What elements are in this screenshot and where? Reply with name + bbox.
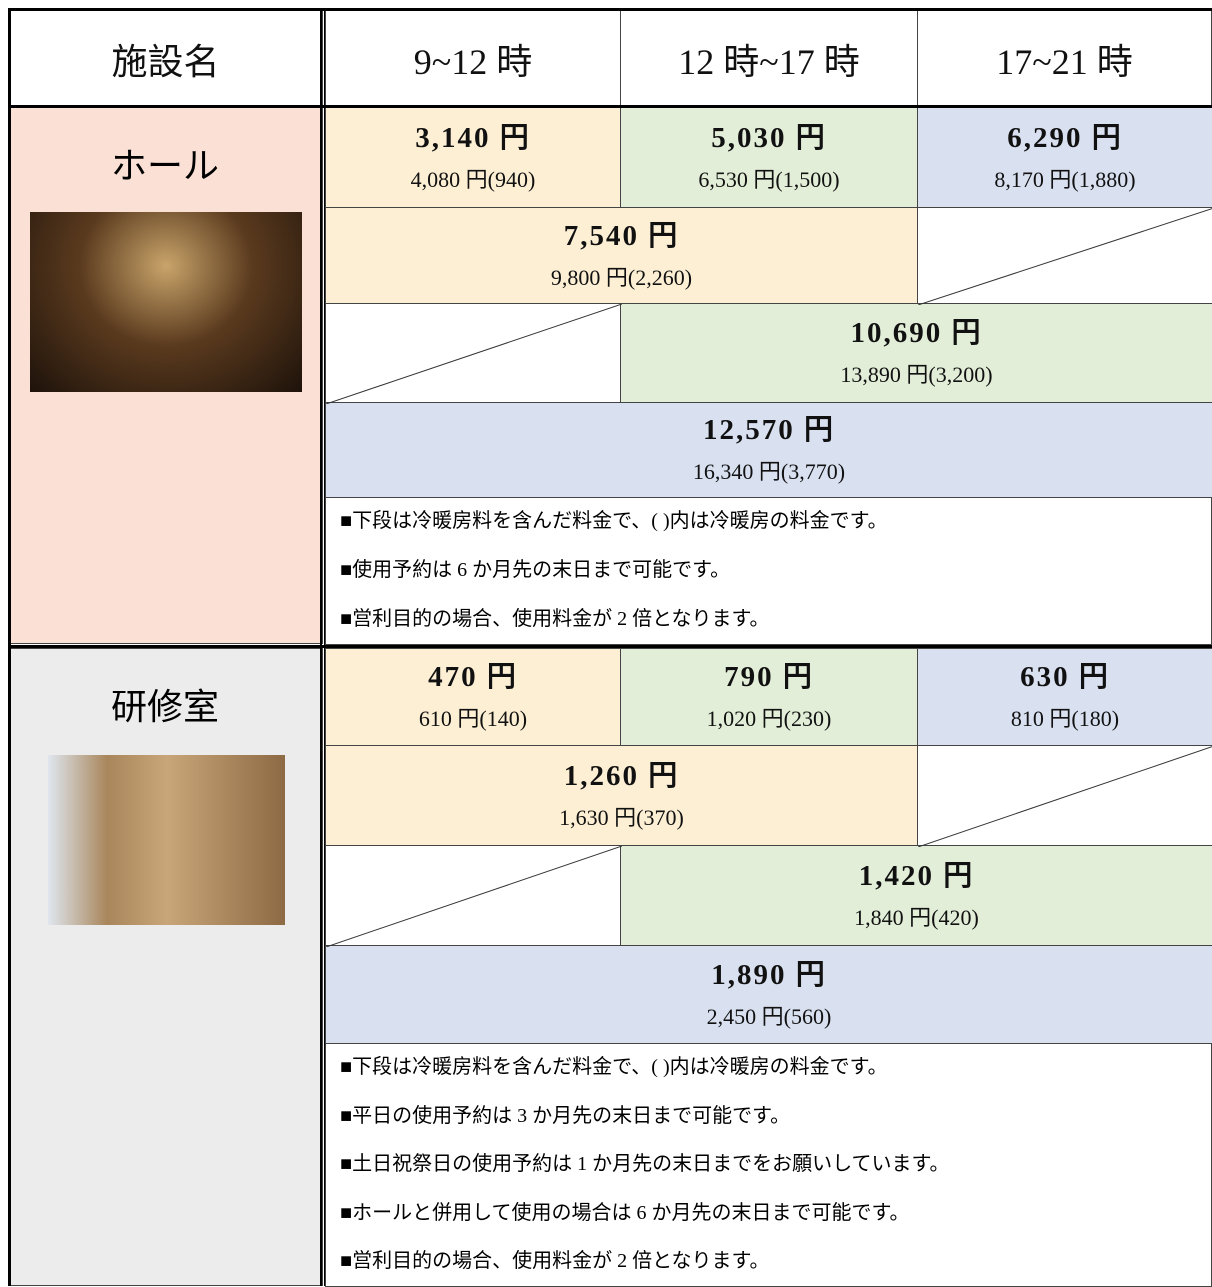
facility-name: ホール (110, 146, 219, 186)
note: ■営利目的の場合、使用料金が 2 倍となります。 (340, 1250, 770, 1273)
header-slot: 17~21 時 (996, 41, 1133, 82)
diagonal (326, 846, 622, 947)
diagonal-line (326, 846, 622, 947)
empty-cell (917, 207, 1212, 305)
rate-price: 3,140 円 (415, 121, 531, 154)
rate-price: 12,570 円 (702, 414, 835, 446)
rate-with-ac: 9,800 円(2,260) (550, 264, 693, 290)
rate-cell: 10,690 円 13,890 円(3,200) (620, 303, 1212, 403)
rate-cell: 7,540 円 9,800 円(2,260) (325, 207, 918, 304)
rate-price: 790 円 (724, 661, 814, 693)
rate-price: 630 円 (1020, 661, 1110, 693)
facility-photo (30, 212, 302, 392)
notes-cell (325, 497, 1212, 645)
rule (8, 8, 11, 1286)
rule (324, 8, 325, 1286)
rate-cell: 3,140 円 4,080 円(940) (325, 107, 621, 208)
rule (8, 105, 1212, 108)
note: ■営利目的の場合、使用料金が 2 倍となります。 (340, 608, 770, 630)
note: ■土日祝祭日の使用予約は 1 か月先の末日までをお願いしています。 (340, 1153, 950, 1176)
rate-price: 10,690 円 (850, 317, 983, 349)
rate-cell: 5,030 円 6,530 円(1,500) (620, 107, 918, 208)
rate-cell: 1,260 円 1,630 円(370) (325, 745, 918, 846)
note: ■下段は冷暖房料を含んだ料金で、( )内は冷暖房の料金です。 (340, 510, 888, 532)
note: ■下段は冷暖房料を含んだ料金で、( )内は冷暖房の料金です。 (340, 1056, 888, 1078)
rate-with-ac: 16,340 円(3,770) (692, 459, 846, 484)
rate-with-ac: 1,630 円(370) (559, 804, 684, 830)
facility-name: 研修室 (110, 687, 219, 727)
rate-price: 1,260 円 (563, 759, 680, 792)
header-slot: 9~12 時 (413, 41, 533, 82)
header-slot: 12 時~17 時 (678, 41, 860, 82)
rate-cell: 790 円 1,020 円(230) (620, 648, 918, 746)
rate-price: 1,420 円 (858, 859, 975, 892)
rate-price: 7,540 円 (563, 219, 680, 252)
diagonal-line (326, 304, 622, 404)
rate-cell: 470 円 610 円(140) (325, 648, 621, 746)
note: ■平日の使用予約は 3 か月先の末日まで可能です。 (340, 1104, 791, 1127)
diagonal-line (918, 746, 1212, 847)
rate-price: 5,030 円 (711, 121, 827, 154)
rule (320, 8, 322, 1286)
header-cell: 施設名 (8, 10, 323, 107)
header-cell: 9~12 時 (325, 10, 621, 107)
note: ■ホールと併用して使用の場合は 6 か月先の末日まで可能です。 (340, 1201, 910, 1224)
facility-cell (8, 648, 323, 1286)
rate-cell: 1,420 円 1,840 円(420) (620, 845, 1212, 946)
rate-with-ac: 1,020 円(230) (706, 706, 832, 731)
rate-with-ac: 810 円(180) (1010, 706, 1120, 731)
rate-with-ac: 1,840 円(420) (854, 904, 979, 930)
rate-cell: 6,290 円 8,170 円(1,880) (917, 107, 1212, 208)
diagonal (326, 304, 622, 404)
header-cell: 17~21 時 (917, 10, 1212, 107)
header-cell: 12 時~17 時 (620, 10, 918, 107)
header-facility: 施設名 (111, 41, 220, 82)
rate-with-ac: 13,890 円(3,200) (840, 362, 993, 387)
rate-with-ac: 610 円(140) (418, 706, 528, 731)
diagonal (918, 208, 1212, 305)
rate-price: 6,290 円 (1007, 121, 1123, 154)
rate-cell: 630 円 810 円(180) (917, 648, 1212, 746)
rule (8, 8, 1212, 11)
note: ■使用予約は 6 か月先の末日まで可能です。 (340, 559, 731, 581)
rate-cell: 1,890 円 2,450 円(560) (325, 945, 1212, 1044)
rule (8, 645, 1212, 648)
empty-cell (325, 303, 622, 404)
rate-with-ac: 6,530 円(1,500) (698, 166, 840, 192)
diagonal-line (918, 208, 1212, 305)
diagonal (918, 746, 1212, 847)
rate-cell: 12,570 円 16,340 円(3,770) (325, 402, 1212, 498)
empty-cell (917, 745, 1212, 847)
rate-price: 1,890 円 (711, 958, 827, 991)
rate-with-ac: 4,080 円(940) (410, 166, 536, 192)
facility-photo (48, 755, 285, 925)
rate-with-ac: 8,170 円(1,880) (994, 166, 1136, 192)
empty-cell (325, 845, 622, 947)
rate-with-ac: 2,450 円(560) (706, 1003, 832, 1029)
rate-price: 470 円 (428, 661, 518, 693)
